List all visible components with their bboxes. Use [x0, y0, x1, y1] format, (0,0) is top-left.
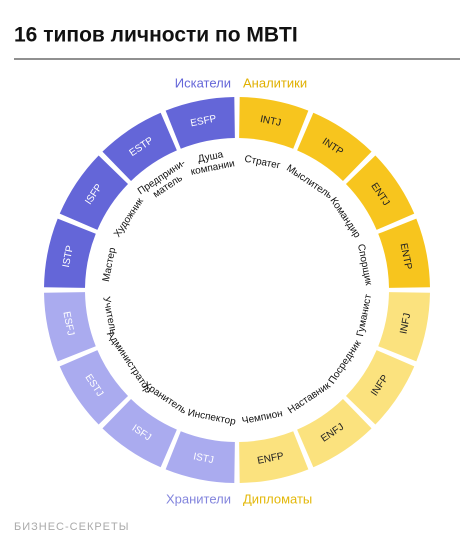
type-role: Мастер: [101, 246, 119, 283]
type-role: Учитель: [100, 296, 118, 335]
type-role: Инспектор: [187, 407, 237, 427]
type-role: Посредник: [327, 338, 364, 386]
type-role: Чемпион: [241, 408, 284, 427]
title: 16 типов личности по MBTI: [14, 24, 298, 47]
type-segment: [378, 218, 430, 288]
type-name: ENTP: [398, 242, 414, 271]
type-name: INTJ: [259, 114, 282, 129]
type-segment: [102, 398, 177, 468]
type-name: INFJ: [398, 312, 413, 335]
type-segment: [102, 112, 177, 182]
type-role: Душа: [197, 149, 225, 165]
type-role: Спорщик: [355, 243, 374, 287]
type-role: Командир: [328, 196, 363, 241]
type-segment: [297, 398, 372, 468]
type-segment: [297, 112, 372, 182]
group-label: Хранители: [166, 491, 231, 506]
group-label: Дипломаты: [243, 491, 312, 506]
type-role: Наставник: [286, 380, 333, 416]
type-name: ISTP: [61, 244, 76, 268]
type-name: ESFJ: [60, 311, 76, 337]
type-name: ESFP: [190, 113, 218, 129]
group-label: Аналитики: [243, 75, 307, 90]
type-role: Стратег: [243, 154, 281, 172]
type-segment: [59, 155, 129, 230]
type-segment: [378, 292, 430, 362]
type-segment: [44, 292, 96, 362]
type-role: Гуманист: [355, 293, 374, 337]
type-segment: [239, 431, 309, 483]
type-segment: [239, 97, 309, 149]
type-role: Художник: [112, 196, 146, 240]
type-segment: [165, 97, 235, 149]
type-segment: [345, 155, 415, 230]
group-label: Искатели: [175, 75, 231, 90]
type-name: ENFP: [256, 451, 285, 467]
type-segment: [345, 350, 415, 425]
type-role: Мыслитель: [284, 163, 334, 201]
type-segment: [44, 218, 96, 288]
type-segment: [165, 431, 235, 483]
brand: БИЗНЕС-СЕКРЕТЫ: [14, 521, 129, 533]
type-name: ISTJ: [192, 451, 214, 466]
type-segment: [59, 350, 129, 425]
